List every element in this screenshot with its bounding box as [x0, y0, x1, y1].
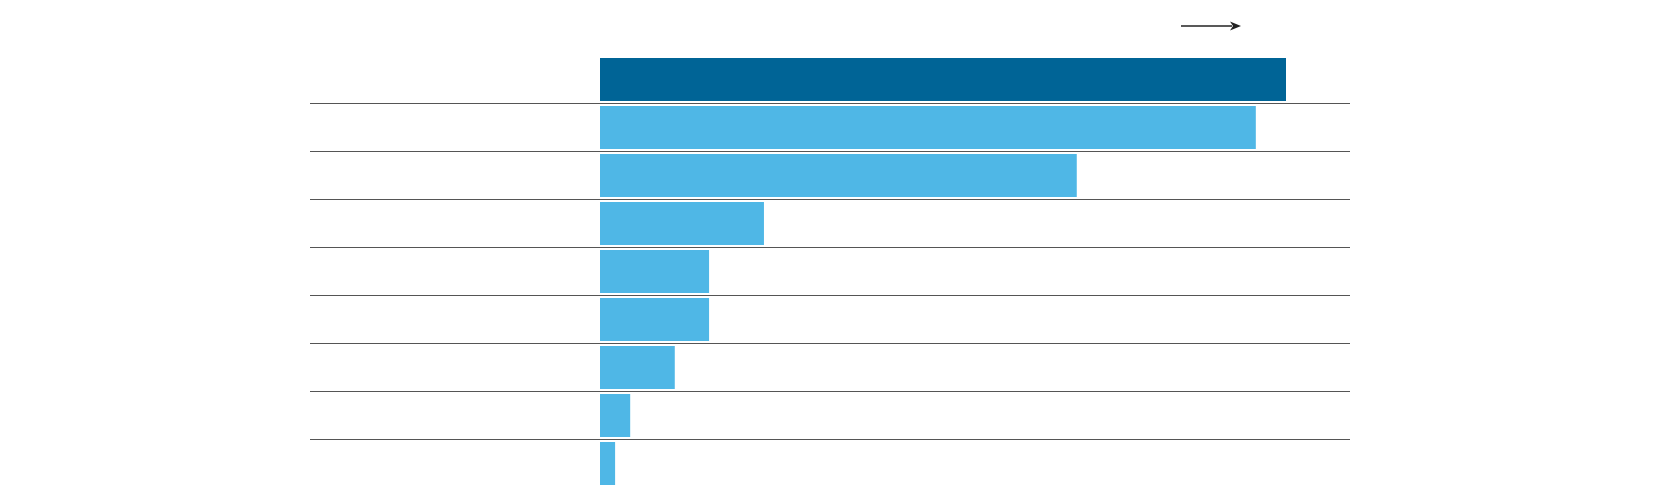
row-separators: [310, 103, 1350, 440]
bar: [600, 298, 710, 341]
right-arrow-icon: [1181, 21, 1241, 31]
bar: [600, 202, 764, 245]
bar: [600, 154, 1077, 197]
bar: [600, 106, 1256, 149]
bar: [600, 250, 710, 293]
bar: [600, 346, 675, 389]
bar: [600, 442, 616, 485]
arrow-head: [1230, 21, 1241, 31]
bar: [600, 394, 631, 437]
bar-highlight: [600, 58, 1286, 101]
bars: [600, 58, 1286, 485]
